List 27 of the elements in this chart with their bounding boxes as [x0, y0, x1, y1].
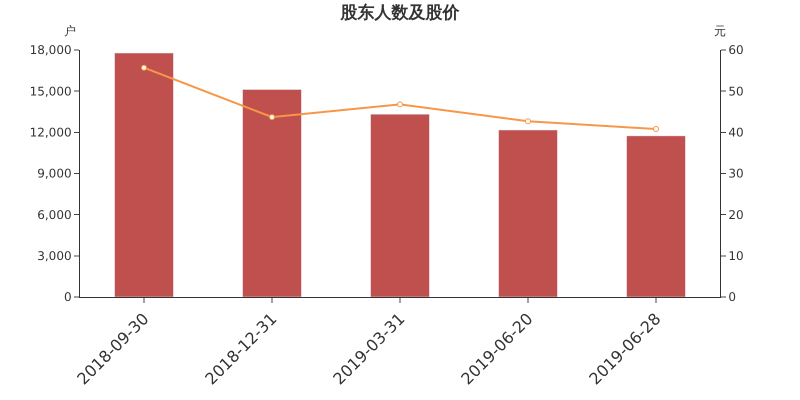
y2-tick-label: 30 [728, 166, 744, 181]
y2-tick-label: 0 [728, 290, 736, 304]
bar [242, 89, 302, 297]
y2-tick-label: 50 [728, 84, 744, 98]
y-tick-label: 18,000 [30, 43, 72, 58]
point [397, 101, 403, 108]
point [653, 126, 659, 132]
y-tick-label: 15,000 [30, 84, 72, 98]
y-tick-label: 6,000 [37, 208, 72, 222]
y-tick-label: 9,000 [37, 166, 72, 181]
point [525, 118, 531, 124]
chart-title: 股东人数及股价 [340, 2, 460, 23]
y-tick-label: 0 [64, 290, 72, 304]
y-axis-title: 户 [64, 24, 76, 38]
bar [114, 52, 174, 297]
y2-axis-title: 元 [714, 24, 726, 38]
point [269, 114, 275, 120]
y2-tick-label: 10 [728, 249, 744, 264]
y2-tick-label: 40 [728, 126, 744, 140]
y-tick-label: 12,000 [30, 126, 72, 140]
y2-tick-label: 60 [728, 43, 744, 58]
point [141, 64, 147, 71]
bar [626, 136, 686, 297]
bar [498, 130, 558, 297]
bar [370, 114, 430, 297]
y2-tick-label: 20 [728, 208, 744, 222]
y-tick-label: 3,000 [37, 249, 72, 264]
